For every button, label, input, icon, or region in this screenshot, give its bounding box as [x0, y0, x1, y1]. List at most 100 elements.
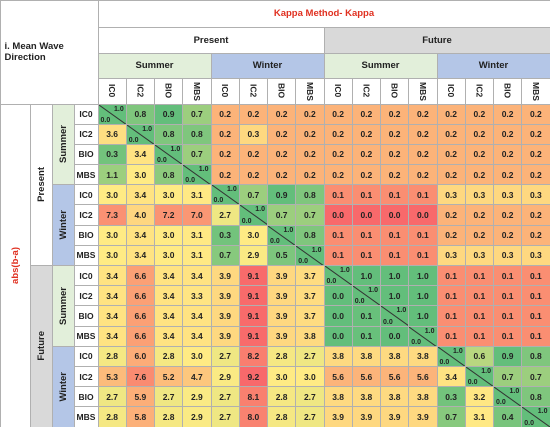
diagonal-upper: 1.0: [537, 408, 548, 416]
diagonal-cell: 1.0 0.0: [521, 406, 550, 427]
value-cell-text: 0.1: [360, 331, 373, 342]
row-model: BIO: [73, 224, 99, 246]
value-cell-text: 3.8: [332, 391, 345, 402]
value-cell-text: 4.0: [134, 210, 147, 221]
value-cell: 2.8: [267, 345, 297, 367]
row-season-text: Winter: [57, 210, 69, 240]
value-cell-text: 2.8: [275, 391, 288, 402]
value-cell-text: 2.7: [162, 391, 175, 402]
row-model: MBS: [73, 164, 99, 186]
value-cell-text: 3.9: [275, 331, 288, 342]
value-cell-text: 0.8: [134, 109, 147, 120]
value-cell: 2.9: [182, 386, 212, 408]
value-cell-text: 0.1: [529, 331, 542, 342]
value-cell: 3.4: [97, 265, 127, 287]
diagonal-line: [409, 326, 438, 347]
value-cell-text: 0.2: [416, 149, 429, 160]
column-model-text: MBS: [191, 81, 202, 101]
value-cell: 0.0: [408, 204, 438, 226]
value-cell-text: 3.1: [190, 250, 203, 261]
value-cell: 2.9: [238, 244, 268, 266]
value-cell-text: 0.2: [247, 169, 260, 180]
value-cell: 0.4: [493, 406, 523, 427]
value-cell-text: 2.7: [219, 391, 232, 402]
value-cell: 9.1: [238, 305, 268, 327]
diagonal-cell: 1.0 0.0: [238, 204, 268, 226]
value-cell: 0.1: [493, 325, 523, 347]
column-model-text: BIO: [502, 83, 513, 99]
value-cell-text: 8.1: [247, 391, 260, 402]
value-cell: 0.1: [408, 224, 438, 246]
row-model: IC2: [73, 285, 99, 307]
diagonal-upper: 1.0: [424, 327, 435, 335]
value-cell: 7.2: [154, 204, 184, 226]
row-season: Winter: [51, 345, 75, 427]
value-cell-text: 0.1: [360, 189, 373, 200]
value-cell-text: 3.9: [360, 411, 373, 422]
column-model: BIO: [154, 77, 184, 105]
value-cell: 0.7: [182, 143, 212, 166]
value-cell: 0.3: [238, 123, 268, 145]
value-cell: 3.0: [154, 224, 184, 246]
value-cell: 2.8: [267, 406, 297, 427]
value-cell: 3.4: [97, 305, 127, 327]
value-cell: 2.8: [97, 345, 127, 367]
column-model-text: IC0: [446, 84, 457, 98]
value-cell-text: 6.6: [134, 290, 147, 301]
value-cell-text: 0.8: [303, 189, 316, 200]
value-cell: 0.2: [493, 143, 523, 166]
diagonal-lower: 0.0: [100, 116, 111, 124]
value-cell-text: 0.3: [445, 391, 458, 402]
diagonal-upper: 1.0: [453, 347, 463, 355]
value-cell: 0.1: [436, 325, 466, 347]
value-cell-text: 0.1: [473, 310, 486, 321]
value-cell-text: 3.4: [134, 189, 147, 200]
value-cell: 0.7: [436, 406, 466, 427]
column-model: IC0: [210, 77, 240, 105]
value-cell: 0.2: [521, 143, 550, 166]
diagonal-cell: 1.0 0.0: [323, 265, 353, 287]
column-model: IC0: [436, 77, 466, 105]
value-cell: 5.8: [125, 406, 155, 427]
diagonal: [324, 266, 353, 287]
value-cell: 0.3: [210, 224, 240, 246]
value-cell: 0.0: [323, 305, 353, 327]
column-model-text: IC2: [248, 84, 259, 98]
value-cell-text: 2.8: [106, 411, 119, 422]
value-cell: 0.1: [464, 305, 494, 327]
value-cell-text: 0.2: [529, 109, 542, 120]
value-cell-text: 0.2: [388, 109, 401, 120]
value-cell-text: 0.2: [360, 149, 373, 160]
value-cell: 0.2: [464, 204, 494, 226]
value-cell: 3.8: [380, 345, 410, 367]
value-cell: 0.5: [267, 244, 297, 266]
diagonal-cell: 1.0 0.0: [295, 244, 325, 266]
value-cell-text: 0.1: [501, 270, 514, 281]
value-cell-text: 0.2: [473, 149, 486, 160]
value-cell-text: 5.6: [360, 371, 373, 382]
value-cell-text: 0.2: [360, 109, 373, 120]
value-cell: 0.7: [295, 204, 325, 226]
diagonal: [239, 205, 268, 226]
value-cell-text: 0.2: [332, 109, 345, 120]
diagonal-lower: 0.0: [467, 379, 478, 387]
value-cell-text: 4.7: [190, 371, 203, 382]
value-cell-text: 0.0: [360, 210, 373, 221]
row-model-text: IC0: [79, 351, 93, 362]
value-cell: 0.2: [267, 103, 297, 125]
value-cell-text: 0.2: [445, 230, 458, 241]
value-cell: 0.1: [380, 224, 410, 246]
value-cell: 3.8: [408, 386, 438, 408]
value-cell: 0.2: [408, 123, 438, 145]
value-cell-text: 0.1: [501, 310, 514, 321]
diagonal: [352, 286, 381, 307]
value-cell: 5.2: [154, 365, 184, 388]
diagonal-cell: 1.0 0.0: [210, 184, 240, 206]
value-cell-text: 0.7: [303, 210, 316, 221]
diagonal: [183, 165, 212, 186]
row-period: Future: [29, 265, 53, 427]
value-cell: 4.0: [125, 204, 155, 226]
value-cell: 0.2: [323, 103, 353, 125]
value-cell: 7.0: [182, 204, 212, 226]
diagonal-cell: 1.0 0.0: [97, 103, 127, 125]
